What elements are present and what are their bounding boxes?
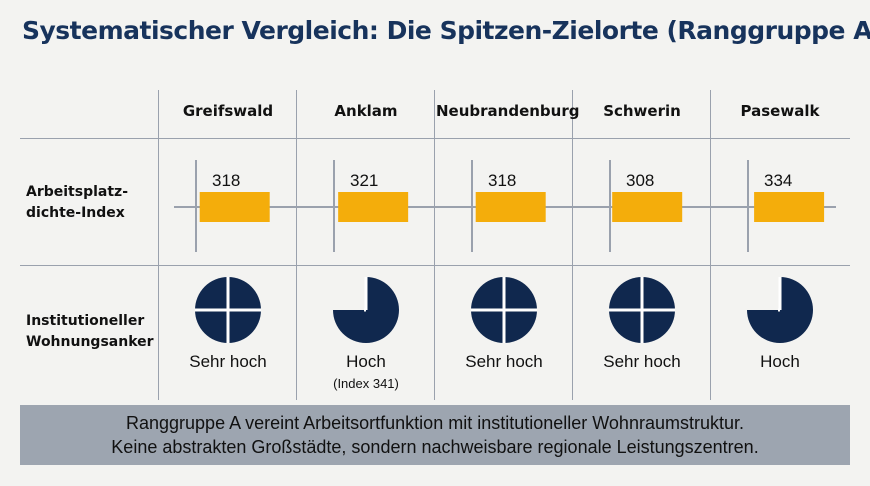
row-label-index-line2: dichte-Index xyxy=(26,205,125,221)
grid-divider xyxy=(434,90,435,400)
summary-line-1: Ranggruppe A vereint Arbeitsortfunktion … xyxy=(126,413,744,433)
status-label: Sehr hoch xyxy=(189,352,267,371)
index-value-label: 308 xyxy=(626,171,654,190)
grid-divider xyxy=(158,90,159,400)
status-note: (Index 341) xyxy=(333,376,399,391)
row-label-anchor: Institutioneller Wohnungsanker xyxy=(26,311,156,353)
grid-divider xyxy=(572,90,573,400)
index-bar xyxy=(338,192,409,222)
summary-line-2: Keine abstrakten Großstädte, sondern nac… xyxy=(111,437,759,457)
row-label-index: Arbeitsplatz- dichte-Index xyxy=(26,182,156,224)
grid-divider xyxy=(20,265,850,266)
grid-divider xyxy=(20,138,850,139)
grid-divider xyxy=(710,90,711,400)
row-label-index-line1: Arbeitsplatz- xyxy=(26,184,128,200)
column-header-neubrandenburg: Neubrandenburg xyxy=(436,102,580,120)
page-title: Systematischer Vergleich: Die Spitzen-Zi… xyxy=(22,16,870,45)
column-header-schwerin: Schwerin xyxy=(603,102,681,120)
column-header-pasewalk: Pasewalk xyxy=(740,102,820,120)
index-bar xyxy=(612,192,683,222)
index-bar xyxy=(475,192,546,222)
index-bar xyxy=(199,192,270,222)
status-label: Hoch xyxy=(760,352,800,371)
row-label-anchor-line1: Institutioneller xyxy=(26,313,145,329)
index-bar xyxy=(754,192,825,222)
status-label: Hoch xyxy=(346,352,386,371)
index-value-label: 321 xyxy=(350,171,378,190)
column-header-greifswald: Greifswald xyxy=(182,102,274,120)
status-label: Sehr hoch xyxy=(603,352,681,371)
column-header-anklam: Anklam xyxy=(334,102,398,120)
index-value-label: 318 xyxy=(488,171,516,190)
index-value-label: 318 xyxy=(212,171,240,190)
summary-banner: Ranggruppe A vereint Arbeitsortfunktion … xyxy=(20,405,850,465)
status-label: Sehr hoch xyxy=(465,352,543,371)
index-value-label: 334 xyxy=(764,171,792,190)
row-label-anchor-line2: Wohnungsanker xyxy=(26,334,154,350)
grid-divider xyxy=(296,90,297,400)
